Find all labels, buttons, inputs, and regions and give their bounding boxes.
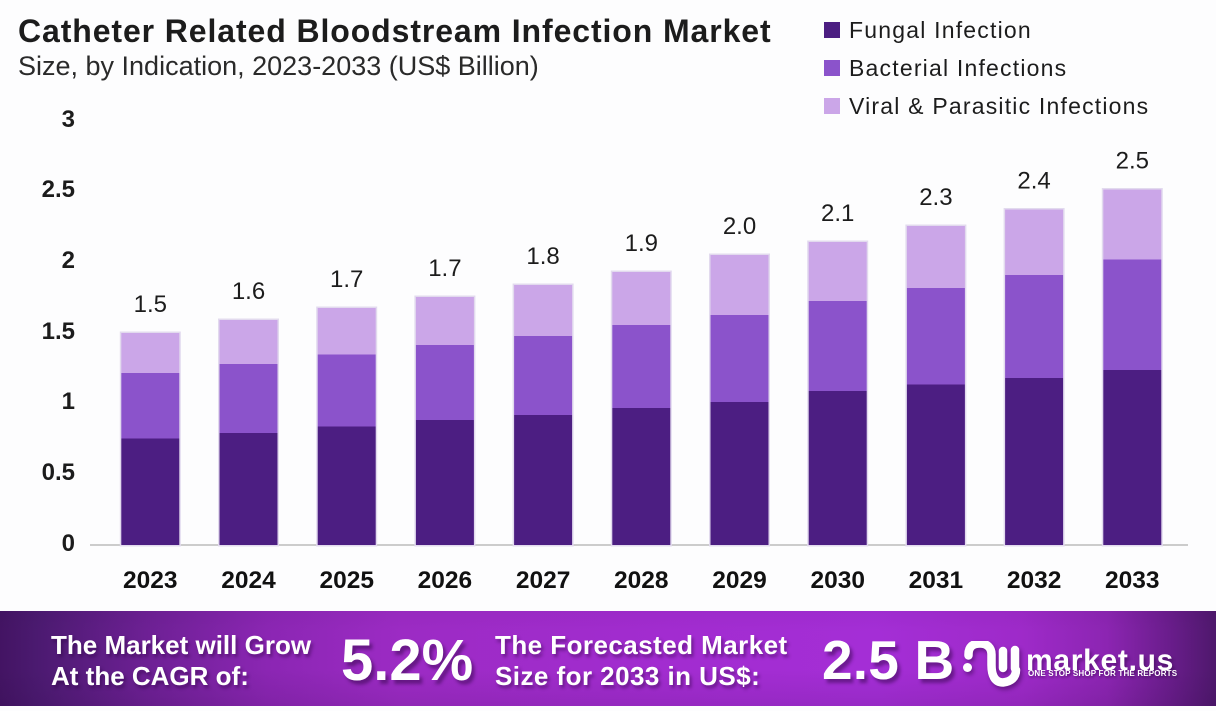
svg-text:2.5: 2.5 (1116, 148, 1149, 175)
svg-text:2028: 2028 (614, 567, 669, 594)
svg-text:2: 2 (62, 247, 75, 274)
svg-text:1.7: 1.7 (330, 266, 363, 293)
svg-text:3: 3 (62, 106, 75, 133)
svg-text:2033: 2033 (1105, 567, 1160, 594)
svg-text:2031: 2031 (909, 567, 964, 594)
svg-text:2025: 2025 (319, 567, 374, 594)
svg-text:1: 1 (62, 388, 75, 415)
svg-text:2027: 2027 (516, 567, 571, 594)
svg-text:1.5: 1.5 (42, 318, 75, 345)
svg-text:2.3: 2.3 (919, 184, 952, 211)
svg-text:2024: 2024 (221, 567, 276, 594)
svg-text:2029: 2029 (712, 567, 767, 594)
svg-text:2.5: 2.5 (42, 176, 75, 203)
svg-text:2.0: 2.0 (723, 213, 756, 240)
svg-text:0: 0 (62, 530, 75, 557)
svg-text:0.5: 0.5 (42, 459, 75, 486)
svg-text:1.8: 1.8 (526, 243, 559, 270)
svg-text:2032: 2032 (1007, 567, 1062, 594)
svg-text:1.6: 1.6 (232, 278, 265, 305)
svg-text:2.4: 2.4 (1017, 168, 1050, 195)
svg-text:2026: 2026 (418, 567, 473, 594)
svg-text:1.5: 1.5 (134, 291, 167, 318)
svg-text:1.7: 1.7 (428, 255, 461, 282)
svg-text:1.9: 1.9 (625, 230, 658, 257)
svg-text:2030: 2030 (810, 567, 865, 594)
svg-text:2.1: 2.1 (821, 200, 854, 227)
svg-text:2023: 2023 (123, 567, 178, 594)
